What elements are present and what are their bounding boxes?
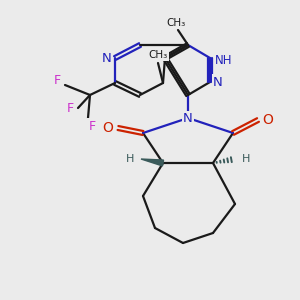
Text: H: H <box>126 154 134 164</box>
Polygon shape <box>141 159 164 166</box>
Text: F: F <box>66 103 74 116</box>
Text: O: O <box>103 121 113 135</box>
Text: O: O <box>262 113 273 127</box>
Text: F: F <box>88 119 96 133</box>
Text: N: N <box>183 112 193 125</box>
Text: F: F <box>53 74 61 86</box>
Text: H: H <box>242 154 250 164</box>
Text: CH₃: CH₃ <box>167 18 186 28</box>
Text: CH₃: CH₃ <box>148 50 168 60</box>
Text: NH: NH <box>215 53 233 67</box>
Text: N: N <box>102 52 112 64</box>
Text: N: N <box>213 76 223 88</box>
